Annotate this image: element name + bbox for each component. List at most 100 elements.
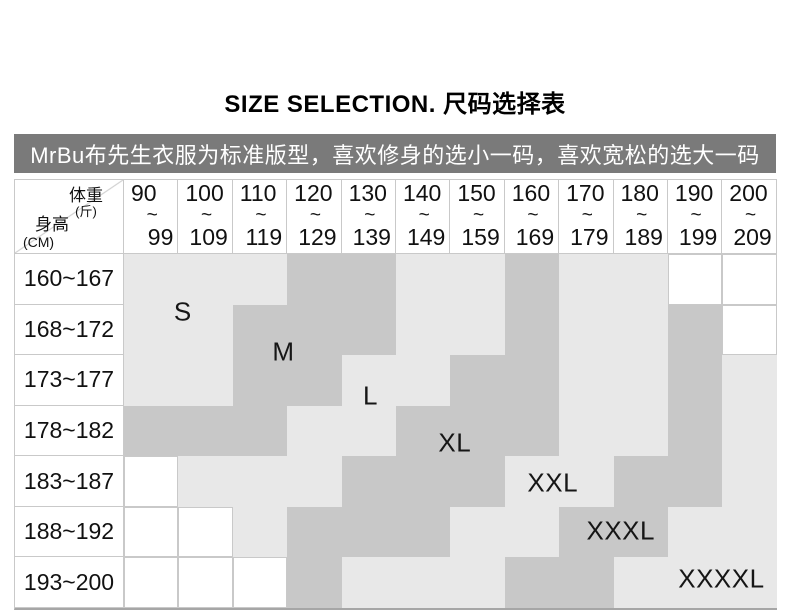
size-cell-M xyxy=(178,405,233,457)
size-cell-XXXL xyxy=(667,355,723,406)
weight-header-from: 110 xyxy=(239,180,277,206)
empty-cell xyxy=(667,254,723,305)
height-row-label: 173~177 xyxy=(15,355,124,406)
weight-header-tilde: ~ xyxy=(146,205,158,226)
weight-header-from: 150 xyxy=(457,180,496,206)
weight-col-header-160: 160 ~169 xyxy=(504,180,560,254)
weight-header-tilde: ~ xyxy=(364,205,376,226)
size-cell-XXL xyxy=(559,456,614,507)
weight-header-from: 100 xyxy=(185,180,224,206)
empty-cell xyxy=(178,506,233,558)
weight-header-to: 189 xyxy=(624,223,663,250)
size-cell-XL xyxy=(504,405,560,457)
size-cell-M xyxy=(287,304,342,356)
height-axis-label: 身高 (CM) xyxy=(23,214,69,250)
size-cell-S xyxy=(124,355,179,406)
height-row-label: 160~167 xyxy=(15,254,124,305)
size-cell-L xyxy=(395,304,451,356)
weight-header-tilde: ~ xyxy=(690,205,702,226)
empty-cell xyxy=(124,456,179,507)
size-chart-table: 体重 (斤) 身高 (CM) 90 ~99 100 ~109 110 ~119 120 ~12… xyxy=(14,179,777,610)
weight-header-from: 190 xyxy=(674,180,714,206)
weight-col-header-100: 100 ~109 xyxy=(178,180,233,254)
size-cell-XXXL xyxy=(667,304,723,356)
size-cell-XL xyxy=(287,506,342,558)
size-cell-XXXXL xyxy=(722,456,777,507)
weight-header-tilde: ~ xyxy=(527,205,539,226)
size-cell-XL xyxy=(450,405,505,457)
size-cell-XXL xyxy=(450,506,505,558)
fit-note-banner: MrBu布先生衣服为标准版型，喜欢修身的选小一码，喜欢宽松的选大一码 xyxy=(14,134,776,173)
size-cell-S xyxy=(124,304,179,356)
size-cell-M xyxy=(232,304,288,356)
size-cell-M xyxy=(232,355,288,406)
weight-header-to: 99 xyxy=(147,223,174,250)
weight-header-from: 160 xyxy=(511,180,551,206)
empty-cell xyxy=(232,557,288,608)
size-cell-L xyxy=(232,506,288,558)
size-cell-M xyxy=(232,405,288,457)
size-cell-XXL xyxy=(341,557,396,608)
weight-header-from: 120 xyxy=(294,180,333,206)
size-cell-XL xyxy=(287,557,342,608)
weight-col-header-170: 170 ~179 xyxy=(559,180,614,254)
size-cell-M xyxy=(341,254,396,305)
size-cell-XXXL xyxy=(613,506,668,558)
size-cell-M xyxy=(341,304,396,356)
size-cell-S xyxy=(232,254,288,305)
size-cell-L xyxy=(395,355,451,406)
height-row-label: 188~192 xyxy=(15,506,124,558)
weight-axis-label: 体重 (斤) xyxy=(69,186,103,219)
size-cell-XL xyxy=(504,355,560,406)
size-cell-XL xyxy=(504,304,560,356)
size-cell-XL xyxy=(395,405,451,457)
size-cell-XL xyxy=(341,456,396,507)
page-title: SIZE SELECTION. 尺码选择表 xyxy=(224,91,566,118)
empty-cell xyxy=(124,506,179,558)
weight-header-tilde: ~ xyxy=(581,205,593,226)
size-cell-XXXL xyxy=(559,506,614,558)
height-row-label: 193~200 xyxy=(15,557,124,608)
empty-cell xyxy=(722,304,777,356)
size-cell-XL xyxy=(395,456,451,507)
weight-header-to: 209 xyxy=(733,223,772,250)
weight-header-from: 90 xyxy=(131,180,157,206)
size-cell-L xyxy=(450,254,505,305)
size-cell-XXL xyxy=(613,355,668,406)
size-cell-XXXXL xyxy=(667,557,723,608)
size-cell-XXL xyxy=(504,456,560,507)
size-cell-XXXL xyxy=(613,456,668,507)
size-cell-L xyxy=(178,456,233,507)
weight-header-from: 170 xyxy=(566,180,605,206)
weight-col-header-90: 90 ~99 xyxy=(124,180,179,254)
weight-header-to: 109 xyxy=(189,223,228,250)
weight-header-tilde: ~ xyxy=(201,205,213,226)
size-cell-L xyxy=(287,456,342,507)
size-cell-XXL xyxy=(613,304,668,356)
table-corner-cell: 体重 (斤) 身高 (CM) xyxy=(15,180,124,254)
weight-header-tilde: ~ xyxy=(472,205,485,226)
weight-header-from: 140 xyxy=(402,180,442,206)
weight-header-to: 159 xyxy=(461,223,500,250)
weight-col-header-120: 120 ~129 xyxy=(287,180,342,254)
size-cell-XXL xyxy=(613,405,668,457)
size-cell-XXXXL xyxy=(722,405,777,457)
weight-col-header-130: 130 ~139 xyxy=(341,180,396,254)
height-row-label: 168~172 xyxy=(15,304,124,356)
size-cell-XXXXL xyxy=(722,506,777,558)
weight-col-header-150: 150 ~159 xyxy=(450,180,505,254)
size-cell-XL xyxy=(450,355,505,406)
weight-header-from: 130 xyxy=(348,180,387,206)
size-cell-M xyxy=(287,355,342,406)
weight-header-tilde: ~ xyxy=(744,205,757,226)
size-cell-XXL xyxy=(559,405,614,457)
size-cell-XXL xyxy=(450,557,505,608)
size-cell-XXXL xyxy=(667,405,723,457)
weight-header-to: 149 xyxy=(406,223,446,250)
size-cell-XL xyxy=(395,506,451,558)
size-cell-L xyxy=(395,254,451,305)
weight-col-header-180: 180 ~189 xyxy=(613,180,668,254)
size-cell-XXXXL xyxy=(667,506,723,558)
height-row-label: 178~182 xyxy=(15,405,124,457)
